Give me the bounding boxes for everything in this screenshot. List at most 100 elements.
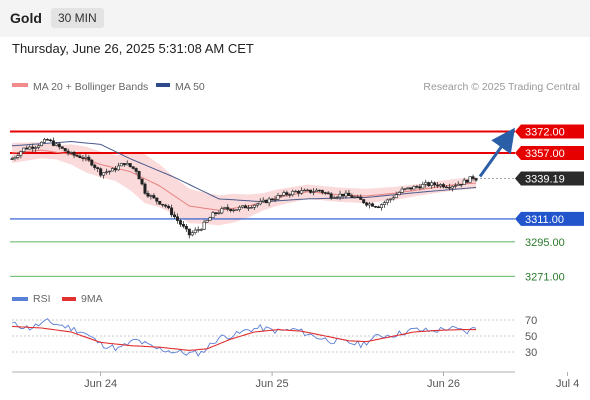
candle-body: [122, 163, 126, 166]
candle-body: [261, 199, 265, 202]
candle-body: [376, 206, 380, 208]
candle-body: [235, 209, 239, 211]
candle-body: [453, 185, 457, 187]
candle-body: [353, 196, 357, 198]
candle-body: [282, 192, 286, 196]
candle-body: [246, 207, 250, 209]
candle-body: [57, 143, 61, 148]
candle-body: [178, 220, 182, 225]
candle-body: [468, 176, 472, 183]
candle-body: [347, 192, 351, 196]
candle-body: [181, 224, 185, 227]
candle-body: [34, 147, 38, 149]
candle-body: [273, 198, 277, 201]
candle-body: [474, 178, 478, 181]
candle-body: [359, 196, 363, 200]
rsi-ma-legend-label: 9MA: [81, 293, 103, 305]
x-tick-label: Jun 25: [256, 378, 289, 390]
candle-body: [37, 145, 41, 148]
candle-body: [69, 152, 73, 154]
candle-body: [202, 221, 206, 230]
candle-body: [102, 172, 106, 176]
instrument-title: Gold: [10, 10, 42, 26]
candle-body: [382, 202, 386, 205]
candle-body: [471, 176, 475, 179]
candle-body: [205, 220, 209, 223]
level-label-last: 3339.19: [525, 174, 565, 186]
candle-body: [388, 198, 392, 201]
level-label-tag: [515, 171, 584, 186]
ma20-legend-swatch: [12, 83, 28, 87]
candle-body: [267, 198, 271, 204]
candle-body: [255, 203, 259, 206]
candle-body: [19, 151, 23, 156]
candle-body: [140, 178, 144, 185]
level-label-tag: [515, 124, 584, 139]
candle-body: [300, 190, 304, 194]
candle-body: [184, 225, 188, 230]
candle-body: [223, 207, 227, 209]
candle-body: [394, 194, 398, 199]
level-label-tag: [515, 146, 584, 160]
candle-body: [341, 193, 345, 197]
candle-body: [152, 195, 156, 199]
candle-body: [232, 209, 236, 212]
candle-body: [63, 148, 67, 152]
candle-body: [158, 200, 162, 205]
candle-body: [25, 147, 29, 150]
timeframe-badge[interactable]: 30 MIN: [51, 8, 104, 28]
candle-body: [243, 205, 247, 209]
candle-body: [317, 189, 321, 192]
candle-body: [285, 192, 289, 195]
candle-body: [356, 196, 360, 198]
level-labels-layer: 3372.00 3357.00 3339.19 3311.00 3295.00 3271.…: [515, 124, 584, 283]
bollinger-band-layer: [12, 142, 476, 226]
rsi-ma-legend-swatch: [62, 297, 76, 301]
candle-body: [187, 228, 191, 236]
candle-body: [306, 189, 310, 192]
candle-body: [444, 186, 448, 189]
rsi-tick-label: 30: [525, 347, 537, 359]
candle-body: [249, 207, 253, 209]
candle-body: [439, 184, 443, 187]
candle-body: [332, 197, 336, 199]
candle-body: [430, 182, 434, 186]
candle-body: [456, 183, 460, 186]
candle-body: [433, 182, 437, 186]
candle-body: [164, 204, 168, 207]
rsi-tick-label: 50: [525, 331, 537, 343]
candle-body: [344, 192, 348, 197]
candle-body: [60, 146, 64, 149]
candle-body: [116, 165, 120, 171]
candle-body: [335, 196, 339, 199]
rsi-panel: 70 50 30: [11, 315, 537, 359]
candle-body: [447, 187, 451, 189]
candle-body: [217, 212, 221, 215]
candle-body: [161, 203, 165, 206]
rsi-tick-label: 70: [525, 315, 537, 327]
candle-body: [350, 195, 354, 198]
candle-body: [264, 199, 268, 204]
candle-body: [10, 158, 14, 160]
candle-body: [196, 229, 200, 231]
candle-body: [28, 146, 32, 150]
candle-body: [220, 208, 224, 214]
x-tick-label: Jun 26: [427, 378, 460, 390]
candle-body: [320, 190, 324, 193]
candle-body: [288, 194, 292, 196]
x-tick-label: Jun 24: [84, 378, 117, 390]
time-axis: Jun 24 Jun 25 Jun 26 Jul 4: [12, 371, 579, 390]
candle-body: [108, 170, 112, 173]
candle-body: [365, 202, 369, 206]
credit-text: Research © 2025 Trading Central: [423, 81, 580, 93]
candle-body: [113, 168, 117, 171]
candle-body: [391, 197, 395, 200]
candle-body: [436, 184, 440, 187]
level-lines-layer: [10, 130, 515, 277]
rsi-ma-line: [11, 325, 476, 351]
candle-body: [143, 183, 147, 194]
candle-body: [176, 216, 180, 221]
candle-body: [125, 163, 129, 166]
candle-body: [170, 207, 174, 216]
chart-header: Gold 30 MIN: [0, 0, 590, 37]
